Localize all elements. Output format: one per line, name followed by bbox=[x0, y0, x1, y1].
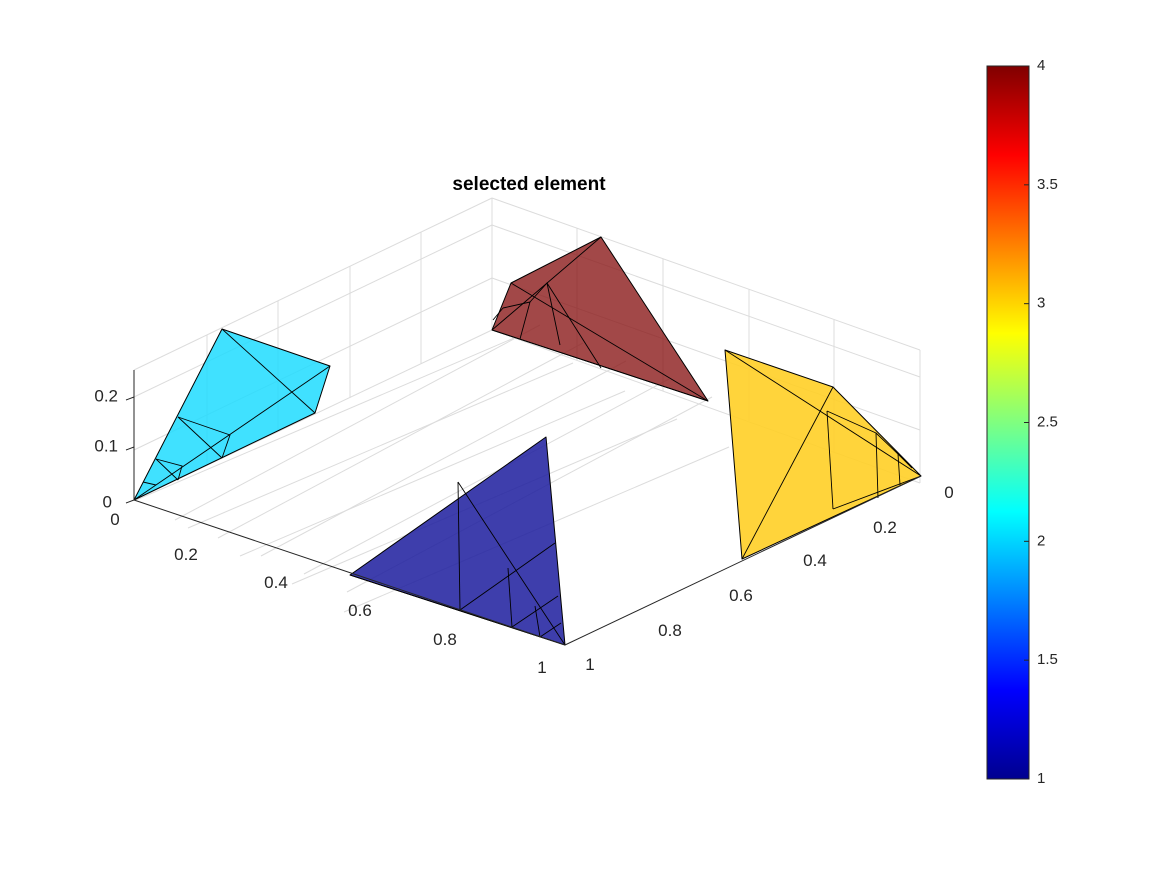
z-tick-label: 0 bbox=[103, 492, 112, 511]
colorbar-tick-label: 2 bbox=[1037, 532, 1045, 549]
x-tick-label: 0.6 bbox=[348, 601, 372, 620]
element-patch-blue bbox=[349, 436, 566, 646]
y-tick-label: 0.4 bbox=[803, 551, 827, 570]
chart-title: selected element bbox=[452, 174, 606, 195]
colorbar-tick-label: 4 bbox=[1037, 57, 1045, 74]
colorbar-tick-label: 1.5 bbox=[1037, 651, 1058, 668]
x-tick-label: 0.8 bbox=[433, 630, 457, 649]
element-patch-red bbox=[491, 236, 709, 402]
colorbar-tick-label: 3.5 bbox=[1037, 176, 1058, 193]
colorbar-ticks: 1 1.5 2 2.5 3 3.5 4 bbox=[1024, 57, 1058, 787]
colorbar-tick-label: 3 bbox=[1037, 295, 1045, 312]
colorbar-gradient bbox=[986, 65, 1030, 780]
element-patch-cyan bbox=[133, 328, 331, 501]
y-tick-label: 0.2 bbox=[873, 518, 897, 537]
x-axis-ticks: 0 0.2 0.4 0.6 0.8 1 bbox=[110, 510, 546, 677]
element-patches bbox=[133, 236, 922, 646]
y-axis-ticks: 0 0.2 0.4 0.6 0.8 1 bbox=[585, 483, 953, 674]
z-tick-label: 0.1 bbox=[94, 436, 118, 455]
colorbar-tick-label: 2.5 bbox=[1037, 413, 1058, 430]
z-axis-ticks: 0 0.1 0.2 bbox=[94, 386, 118, 511]
x-tick-label: 1 bbox=[537, 658, 546, 677]
x-tick-label: 0 bbox=[110, 510, 119, 529]
axis-lines bbox=[125, 370, 922, 646]
y-tick-label: 1 bbox=[585, 655, 594, 674]
y-tick-label: 0 bbox=[944, 483, 953, 502]
y-tick-label: 0.6 bbox=[729, 586, 753, 605]
x-tick-label: 0.4 bbox=[264, 573, 288, 592]
colorbar-tick-label: 1 bbox=[1037, 770, 1045, 787]
colorbar: 1 1.5 2 2.5 3 3.5 4 bbox=[986, 57, 1058, 787]
x-tick-label: 0.2 bbox=[174, 545, 198, 564]
z-tick-label: 0.2 bbox=[94, 386, 118, 405]
y-tick-label: 0.8 bbox=[658, 621, 682, 640]
